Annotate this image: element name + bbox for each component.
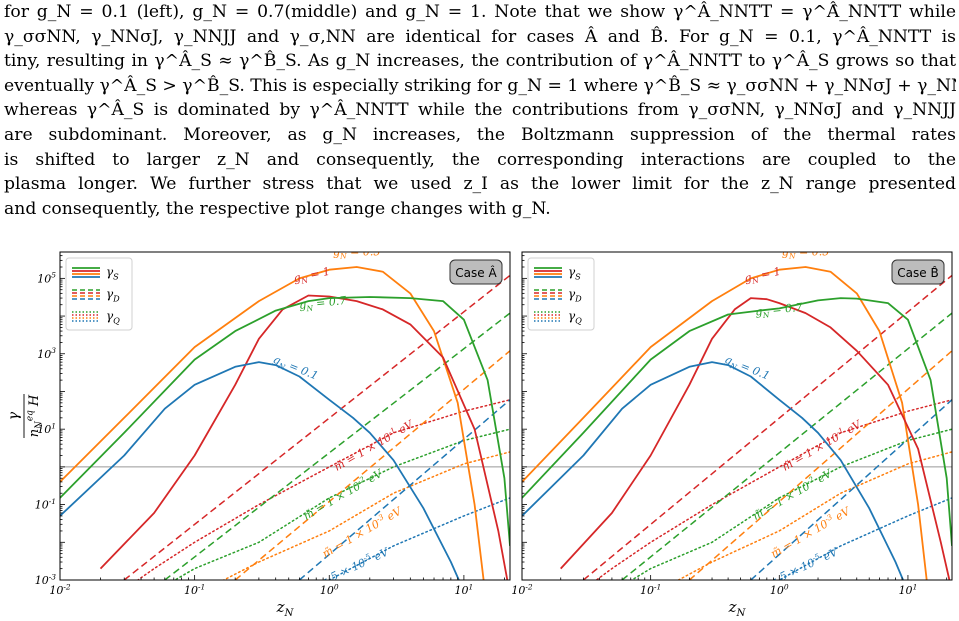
plot-frame	[59, 251, 511, 581]
case-badge-label: Case Â	[455, 265, 497, 280]
gamma-q-series	[222, 451, 510, 580]
gamma-d-series	[750, 399, 952, 580]
chart-panel-right: gN = 0.5gN = 1gN = 0.7gN = 0.1m̃ = 1 × 1…	[511, 246, 953, 619]
gamma-s-series	[522, 361, 905, 580]
curve-label: gN = 0.7	[755, 301, 804, 321]
gamma-q-series	[777, 497, 952, 580]
text-line: tiny, resulting in γ^Â_S ≈ γ^B̂_S. As g_…	[4, 51, 956, 72]
curve-label: gN = 0.7	[299, 294, 348, 314]
x-axis-label: zN	[276, 598, 295, 619]
gamma-s-series	[60, 296, 510, 546]
text-line: plasma longer. We further stress that we…	[4, 174, 956, 195]
gamma-q-series	[136, 399, 510, 580]
gamma-d-series	[164, 312, 510, 580]
y-tick-label: 103	[37, 346, 56, 361]
x-tick-label: 100	[320, 582, 339, 597]
x-axis-label: zN	[728, 598, 747, 619]
curve-label: gN = 0.1	[270, 353, 320, 385]
gamma-s-series	[99, 294, 509, 580]
text-line: eventually γ^Â_S > γ^B̂_S. This is espec…	[4, 75, 956, 96]
gamma-q-series	[327, 497, 510, 580]
legend: γS γD γQ	[65, 257, 133, 331]
body-paragraph: for g_N = 0.1 (left), g_N = 0.7(middle) …	[4, 0, 956, 221]
y-tick-label: 105	[37, 271, 56, 286]
legend-entry: γD	[568, 287, 582, 303]
curve-label: m̃ = 5 × 10-5 eV	[304, 544, 392, 595]
text-line: for g_N = 0.1 (left), g_N = 0.7(middle) …	[4, 2, 956, 22]
chart-panel-left: gN = 0.5gN = 1 gN = 0.7 gN = 0.1 m̃ = 1 × 1…	[6, 246, 511, 619]
case-badge-box	[449, 259, 503, 285]
figure-rates: gN = 0.5gN = 1gN = 0.7gN = 0.1m̃ = 1 × 1…	[6, 246, 953, 619]
gamma-s-series	[522, 266, 928, 580]
x-tick-label: 10-1	[184, 582, 205, 597]
gamma-s-series	[560, 297, 951, 580]
x-tick-label: 101	[455, 582, 474, 597]
curve-label: m̃ = 1 × 10-2 eV	[750, 465, 835, 523]
curve-label: m̃ = 5 × 10-5 eV	[753, 544, 841, 595]
x-tick-label: 10-2	[511, 582, 533, 597]
curve-label: m̃ = 1 × 10-1 eV	[779, 416, 864, 474]
gamma-d-series	[621, 312, 952, 580]
x-tick-label: 10-2	[49, 582, 71, 597]
case-badge-box	[891, 259, 945, 285]
legend-entry: γS	[106, 265, 119, 281]
gamma-q-series	[676, 451, 952, 580]
text-line: whereas γ^Â_S is dominated by γ^Â_NNTT w…	[4, 100, 956, 121]
legend-entry: γS	[568, 265, 581, 281]
case-badge-label: Case B̂	[897, 266, 938, 280]
curve-label: m̃ = 1 × 10-3 eV	[319, 503, 404, 561]
gamma-d-series	[582, 274, 952, 580]
text-line: γ_σσNN, γ_NNσJ, γ_NNJJ and γ_σ,NN are id…	[4, 26, 956, 47]
curve-label: gN = 0.5	[333, 246, 380, 261]
curve-label: gN = 1	[743, 265, 782, 287]
x-tick-label: 100	[770, 582, 789, 597]
gamma-d-series	[123, 274, 510, 580]
gamma-s-series	[522, 297, 952, 546]
legend: γS γD γQ	[527, 257, 595, 331]
curve-label: gN = 0.1	[722, 353, 772, 385]
legend-entry: γQ	[106, 309, 120, 325]
y-axis-label-numerator: γ	[6, 411, 22, 420]
legend-entry: γD	[106, 287, 120, 303]
text-line: and consequently, the respective plot ra…	[4, 198, 551, 219]
curve-label: gN = 0.5	[782, 246, 829, 261]
y-axis-label-denominator: nNeq H	[26, 394, 45, 437]
case-badge: Case Â	[449, 259, 503, 285]
gamma-q-series	[595, 399, 952, 580]
curve-label: gN = 1	[292, 265, 331, 287]
gamma-d-series	[298, 399, 510, 580]
y-axis-label: γ nNeq H	[6, 394, 45, 438]
y-tick-label: 10-1	[35, 497, 56, 512]
gamma-d-series	[234, 350, 510, 580]
text-line: are subdominant. Moreover, as g_N increa…	[4, 124, 956, 145]
x-tick-label: 10-1	[640, 582, 661, 597]
gamma-d-series	[688, 350, 952, 580]
gamma-s-series	[60, 361, 460, 580]
text-line: is shifted to larger z_N and consequentl…	[4, 149, 956, 170]
plot-frame	[521, 251, 953, 581]
y-tick-label: 10-3	[35, 572, 57, 587]
y-tick-label: 101	[37, 422, 56, 437]
legend-entry: γQ	[568, 309, 582, 325]
case-badge: Case B̂	[891, 259, 945, 285]
gamma-s-series	[60, 266, 485, 580]
x-tick-label: 101	[899, 582, 918, 597]
curve-label: m̃ = 1 × 10-2 eV	[300, 465, 385, 523]
